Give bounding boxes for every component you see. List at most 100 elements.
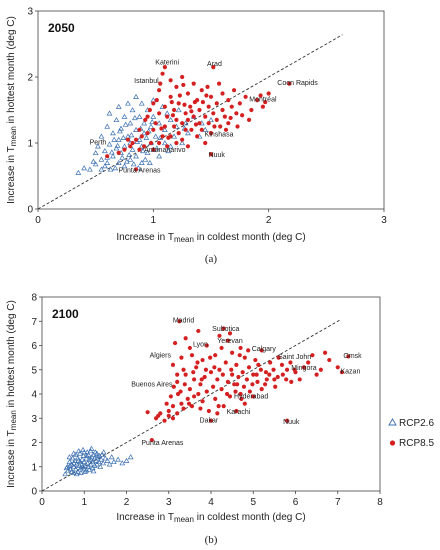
data-point-triangle (208, 116, 214, 123)
data-point-circle (258, 367, 263, 372)
data-point-circle (250, 382, 255, 387)
data-point-circle (234, 362, 239, 367)
data-point-circle (178, 389, 183, 394)
data-point-triangle (62, 471, 69, 477)
data-point-circle (154, 98, 159, 103)
city-label: Punta Arenas (118, 168, 161, 175)
data-point-triangle (68, 468, 75, 474)
data-point-triangle (93, 457, 99, 463)
data-point-circle (234, 111, 239, 116)
data-point-circle (208, 418, 214, 423)
data-point-triangle (101, 148, 108, 154)
data-point-triangle (129, 146, 136, 152)
data-point-triangle (161, 126, 168, 132)
data-point-circle (162, 65, 167, 70)
data-point-triangle (97, 463, 104, 469)
y-tick-label: 3 (31, 414, 37, 425)
data-point-circle (169, 99, 174, 105)
data-point-circle (200, 399, 205, 404)
y-tick-label: 6 (31, 341, 37, 352)
x-tick-label: 1 (151, 215, 157, 226)
data-point-triangle (146, 159, 153, 165)
city-label: Hyderabad (234, 393, 268, 400)
data-point-circle (297, 377, 302, 382)
data-point-triangle (125, 100, 131, 106)
data-point-circle (197, 107, 202, 113)
data-point-triangle (92, 149, 99, 156)
data-point-circle (227, 331, 233, 336)
data-point-triangle (148, 123, 154, 129)
data-point-circle (214, 117, 219, 122)
data-point-circle (191, 81, 196, 86)
data-point-circle (287, 81, 292, 86)
x-tick-label: 7 (335, 497, 341, 508)
data-point-circle (267, 372, 272, 377)
data-point-circle (230, 372, 235, 377)
data-point-circle (284, 367, 290, 372)
data-point-circle (162, 124, 167, 129)
data-point-circle (204, 343, 209, 348)
data-point-triangle (136, 136, 143, 142)
y-tick-label: 7 (31, 317, 37, 328)
data-point-circle (263, 99, 268, 105)
data-point-circle (238, 391, 243, 397)
series-rcp26-2050 (75, 93, 214, 175)
data-point-triangle (150, 113, 157, 119)
data-point-triangle (115, 136, 122, 142)
data-point-circle (192, 99, 197, 105)
data-point-circle (200, 357, 205, 363)
data-point-triangle (90, 468, 97, 474)
data-point-triangle (75, 448, 82, 454)
data-point-triangle (90, 158, 97, 164)
x-ticks-2050: 0 1 2 3 (35, 209, 387, 226)
data-point-triangle (136, 113, 143, 119)
data-point-circle (153, 121, 158, 126)
data-point-circle (272, 377, 277, 382)
data-point-triangle (81, 165, 88, 171)
data-point-circle (162, 418, 167, 423)
data-point-circle (217, 333, 222, 338)
caption-b: (b) (205, 534, 218, 546)
data-point-circle (189, 404, 195, 409)
panel-2050: 2050 Katerini Arad Istanbul Coon Rapids Mont… (6, 7, 387, 266)
legend-marker-rcp26 (388, 418, 397, 426)
data-point-circle (174, 140, 179, 146)
data-point-triangle (77, 450, 83, 456)
x-tick-label: 1 (81, 497, 87, 508)
data-point-circle (213, 353, 218, 358)
data-point-circle (199, 127, 204, 132)
data-point-circle (170, 416, 176, 421)
data-point-circle (147, 107, 152, 113)
data-point-triangle (66, 454, 73, 460)
data-point-circle (133, 167, 139, 172)
data-point-circle (145, 410, 150, 415)
city-label: Kazan (340, 368, 360, 375)
data-point-triangle (104, 123, 111, 129)
reference-line-2050 (37, 34, 343, 210)
city-label: Yerevan (217, 338, 243, 345)
data-point-triangle (79, 456, 86, 462)
city-label: Dakar (200, 418, 219, 425)
data-point-circle (258, 93, 263, 98)
data-point-circle (235, 124, 240, 129)
data-point-circle (216, 404, 221, 409)
data-point-triangle (121, 113, 128, 119)
data-point-triangle (100, 449, 107, 455)
data-point-circle (185, 144, 191, 149)
data-point-circle (130, 140, 135, 146)
data-point-triangle (94, 450, 100, 456)
data-point-triangle (70, 463, 77, 469)
data-point-triangle (127, 120, 134, 126)
data-point-circle (259, 348, 264, 353)
data-point-circle (133, 137, 139, 142)
data-point-circle (206, 104, 211, 109)
city-label: Madrid (173, 317, 195, 324)
data-point-circle (179, 355, 184, 360)
data-point-triangle (113, 145, 120, 151)
data-point-circle (175, 379, 180, 384)
data-point-circle (339, 370, 345, 375)
data-point-circle (214, 101, 219, 106)
y-tick-label: 5 (31, 365, 37, 376)
data-point-circle (275, 374, 280, 380)
data-point-circle (145, 114, 150, 119)
